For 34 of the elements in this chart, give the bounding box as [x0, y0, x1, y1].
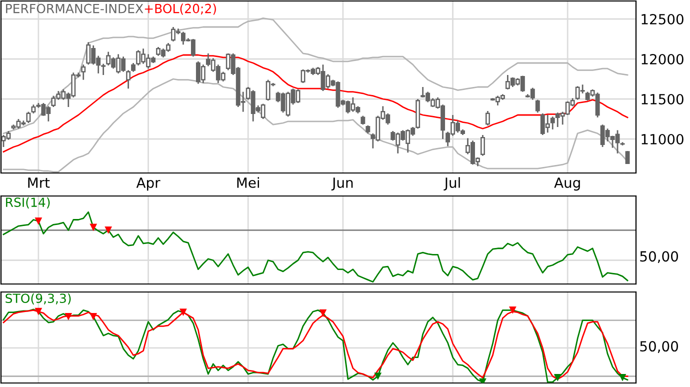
candlestick: [126, 70, 131, 90]
chart-title: PERFORMANCE-INDEX: [6, 4, 144, 14]
x-tick-label: Mrt: [28, 178, 50, 188]
candlestick: [480, 134, 485, 156]
text: +BOL(20;2): [144, 4, 216, 15]
candlestick: [81, 64, 86, 80]
x-tick-label: Jul: [444, 177, 460, 190]
text: 50,00: [640, 251, 678, 264]
series-label: RSI(14): [6, 197, 50, 208]
y-tick-label: 12000: [642, 54, 684, 64]
y-tick-label: 11000: [642, 134, 684, 144]
point: [374, 372, 382, 380]
point: [64, 313, 72, 320]
line-series: [2, 78, 628, 172]
candlestick: [26, 111, 31, 124]
point: [90, 313, 98, 320]
point: [180, 308, 187, 316]
x-tick-label: Aug: [554, 178, 580, 191]
point: [34, 308, 42, 316]
point: [509, 306, 516, 314]
candlestick: [486, 110, 490, 126]
series-label: STO(9,3,3): [6, 293, 71, 305]
y-tick-label: 12500: [642, 14, 684, 24]
x-tick-label: Apr: [136, 178, 160, 191]
point: [618, 374, 626, 382]
candlestick: [535, 99, 540, 114]
x-tick-label: Jun: [331, 178, 353, 190]
point: [554, 374, 562, 382]
x-tick-label: Mei: [237, 177, 259, 188]
point: [319, 309, 327, 317]
y-tick-label: 11500: [642, 94, 684, 104]
text: 50,00: [640, 341, 678, 353]
candlestick: [625, 150, 630, 164]
line-series: [2, 54, 628, 152]
